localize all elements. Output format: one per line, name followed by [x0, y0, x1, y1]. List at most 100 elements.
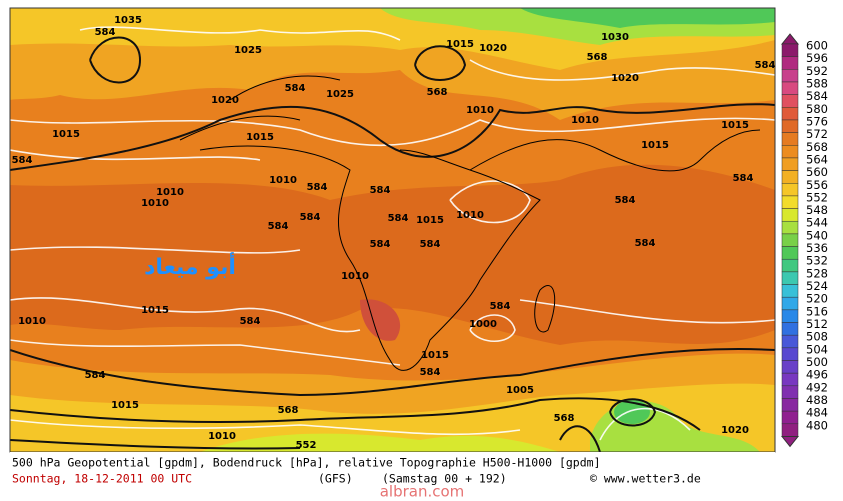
- legend-label: 524: [806, 279, 828, 293]
- contour-label: 1000: [469, 319, 497, 330]
- contour-label: 584: [755, 60, 776, 71]
- contour-label: 1015: [421, 350, 449, 361]
- watermark: albran.com: [380, 483, 465, 501]
- contour-label: 1015: [111, 400, 139, 411]
- legend-cap: [780, 33, 800, 45]
- legend-label: 548: [806, 203, 828, 217]
- legend-swatch: [781, 157, 799, 171]
- legend-label: 480: [806, 418, 828, 432]
- legend-swatch: [781, 334, 799, 349]
- legend-label: 552: [806, 190, 828, 204]
- contour-label: 1015: [641, 140, 669, 151]
- legend-swatch: [781, 107, 799, 121]
- legend-swatch: [781, 170, 799, 184]
- legend-swatch: [781, 398, 799, 412]
- contour-label: 1010: [156, 187, 184, 198]
- legend-label: 520: [806, 292, 828, 306]
- legend-label: 504: [806, 342, 828, 356]
- map-field: [10, 8, 775, 452]
- caption-area: [10, 452, 775, 488]
- color-legend: 6005965925885845805765725685645605565525…: [780, 33, 828, 448]
- legend-cap: [780, 435, 800, 448]
- contour-label: 584: [300, 212, 321, 223]
- legend-label: 484: [806, 406, 828, 420]
- legend-swatch: [781, 423, 799, 437]
- legend-label: 496: [806, 368, 828, 382]
- legend-swatch: [781, 246, 799, 260]
- legend-label: 512: [806, 317, 828, 331]
- legend-label: 488: [806, 393, 828, 407]
- contour-label: 1020: [479, 43, 507, 54]
- caption-line: 500 hPa Geopotential [gpdm], Bodendruck …: [12, 456, 601, 470]
- contour-label: 568: [554, 413, 575, 424]
- contour-label: 584: [388, 213, 409, 224]
- legend-label: 580: [806, 102, 828, 116]
- contour-label: 1010: [341, 271, 369, 282]
- legend-label: 508: [806, 330, 828, 344]
- legend-label: 572: [806, 127, 828, 141]
- contour-label: 1010: [466, 105, 494, 116]
- contour-label: 1030: [601, 32, 629, 43]
- contour-label: 584: [370, 185, 391, 196]
- legend-swatch: [781, 284, 799, 298]
- contour-label: 584: [615, 195, 636, 206]
- contour-label: 568: [427, 87, 448, 98]
- legend-swatch: [781, 347, 799, 361]
- legend-swatch: [781, 309, 799, 323]
- contour-label: 1015: [52, 129, 80, 140]
- contour-label: 1010: [456, 210, 484, 221]
- caption-model: (GFS): [318, 472, 353, 486]
- contour-label: 584: [490, 301, 511, 312]
- legend-label: 576: [806, 114, 828, 128]
- legend-label: 528: [806, 266, 828, 280]
- legend-swatch: [781, 43, 799, 57]
- contour-label: 584: [733, 173, 754, 184]
- legend-swatch: [781, 81, 799, 95]
- legend-swatch: [781, 119, 799, 133]
- legend-swatch: [781, 372, 799, 387]
- legend-label: 536: [806, 241, 828, 255]
- contour-label: 584: [285, 83, 306, 94]
- contour-label: 1015: [446, 39, 474, 50]
- contour-label: 1020: [721, 425, 749, 436]
- legend-label: 564: [806, 152, 828, 166]
- contour-label: 552: [296, 440, 317, 451]
- contour-label: 568: [278, 405, 299, 416]
- contour-label: 1015: [721, 120, 749, 131]
- legend-swatch: [781, 322, 799, 336]
- contour-label: 584: [240, 316, 261, 327]
- contour-label: 1025: [234, 45, 262, 56]
- legend-swatch: [781, 410, 799, 425]
- contour-label: 1025: [326, 89, 354, 100]
- contour-label: 584: [307, 182, 328, 193]
- legend-swatch: [781, 69, 799, 83]
- contour-label: 584: [95, 27, 116, 38]
- legend-swatch: [781, 195, 799, 209]
- overlay-text: أبو ميعاد: [144, 251, 236, 280]
- caption-date: Sonntag, 18-12-2011 00 UTC: [12, 472, 192, 486]
- contour-label: 568: [587, 52, 608, 63]
- contour-label: 584: [635, 238, 656, 249]
- legend-swatch: [781, 220, 799, 235]
- legend-label: 596: [806, 51, 828, 65]
- legend-swatch: [781, 183, 799, 197]
- contour-label: 584: [268, 221, 289, 232]
- legend-label: 500: [806, 355, 828, 369]
- legend-swatch: [781, 296, 799, 311]
- legend-label: 600: [806, 39, 828, 53]
- legend-swatch: [781, 94, 799, 108]
- legend-label: 560: [806, 165, 828, 179]
- contour-label: 584: [370, 239, 391, 250]
- legend-swatch: [781, 385, 799, 399]
- legend-swatch: [781, 271, 799, 285]
- legend-label: 544: [806, 216, 828, 230]
- contour-label: 584: [12, 155, 33, 166]
- legend-label: 516: [806, 304, 828, 318]
- legend-swatch: [781, 145, 799, 159]
- contour-label: 584: [420, 239, 441, 250]
- legend-label: 532: [806, 254, 828, 268]
- legend-label: 584: [806, 89, 828, 103]
